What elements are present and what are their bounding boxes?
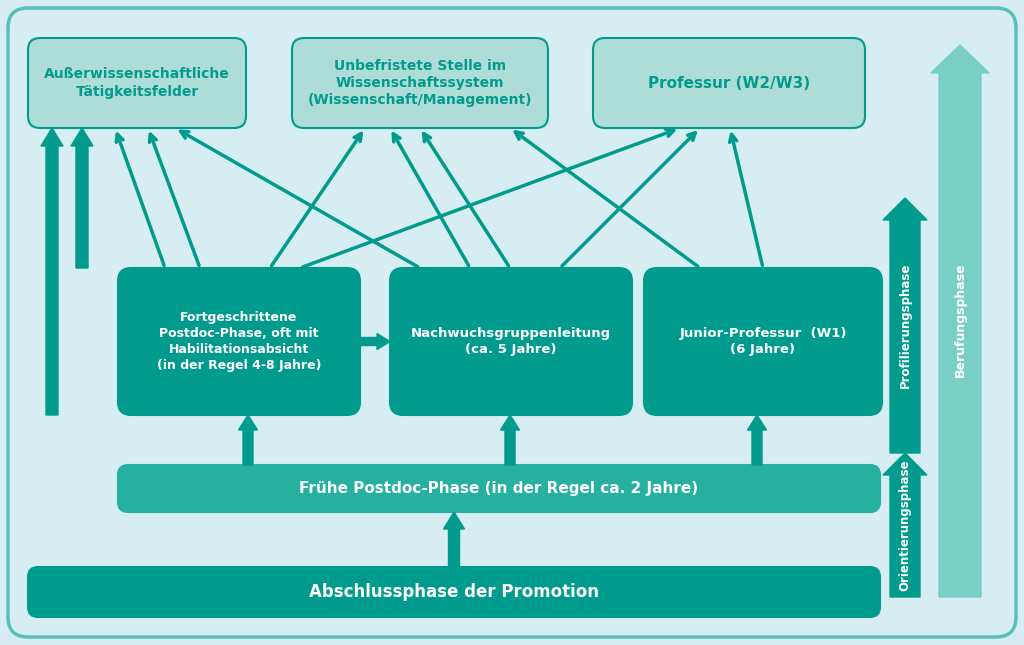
- Text: Unbefristete Stelle im
Wissenschaftssystem
(Wissenschaft/Management): Unbefristete Stelle im Wissenschaftssyst…: [308, 59, 532, 107]
- FancyBboxPatch shape: [390, 268, 632, 415]
- Text: Professur (W2/W3): Professur (W2/W3): [648, 75, 810, 90]
- FancyBboxPatch shape: [28, 567, 880, 617]
- Polygon shape: [71, 128, 93, 268]
- Text: Fortgeschrittene
Postdoc-Phase, oft mit
Habilitationsabsicht
(in der Regel 4-8 J: Fortgeschrittene Postdoc-Phase, oft mit …: [157, 311, 322, 372]
- Text: Orientierungsphase: Orientierungsphase: [898, 459, 911, 591]
- FancyBboxPatch shape: [118, 465, 880, 512]
- Polygon shape: [501, 415, 519, 465]
- Polygon shape: [239, 415, 257, 465]
- Text: Nachwuchsgruppenleitung
(ca. 5 Jahre): Nachwuchsgruppenleitung (ca. 5 Jahre): [411, 327, 611, 356]
- Text: Profilierungsphase: Profilierungsphase: [898, 263, 911, 388]
- Text: Abschlussphase der Promotion: Abschlussphase der Promotion: [309, 583, 599, 601]
- FancyBboxPatch shape: [118, 268, 360, 415]
- Text: Berufungsphase: Berufungsphase: [953, 263, 967, 377]
- FancyBboxPatch shape: [8, 8, 1016, 637]
- Polygon shape: [41, 128, 63, 415]
- FancyBboxPatch shape: [292, 38, 548, 128]
- FancyBboxPatch shape: [644, 268, 882, 415]
- Polygon shape: [748, 415, 767, 465]
- Polygon shape: [883, 453, 927, 597]
- Polygon shape: [360, 333, 390, 350]
- Text: Junior-Professur  (W1)
(6 Jahre): Junior-Professur (W1) (6 Jahre): [679, 327, 847, 356]
- Text: Frühe Postdoc-Phase (in der Regel ca. 2 Jahre): Frühe Postdoc-Phase (in der Regel ca. 2 …: [299, 482, 698, 497]
- Polygon shape: [443, 512, 465, 567]
- FancyBboxPatch shape: [593, 38, 865, 128]
- FancyBboxPatch shape: [28, 38, 246, 128]
- Text: Außerwissenschaftliche
Tätigkeitsfelder: Außerwissenschaftliche Tätigkeitsfelder: [44, 67, 229, 99]
- Polygon shape: [883, 198, 927, 453]
- Polygon shape: [931, 45, 989, 597]
